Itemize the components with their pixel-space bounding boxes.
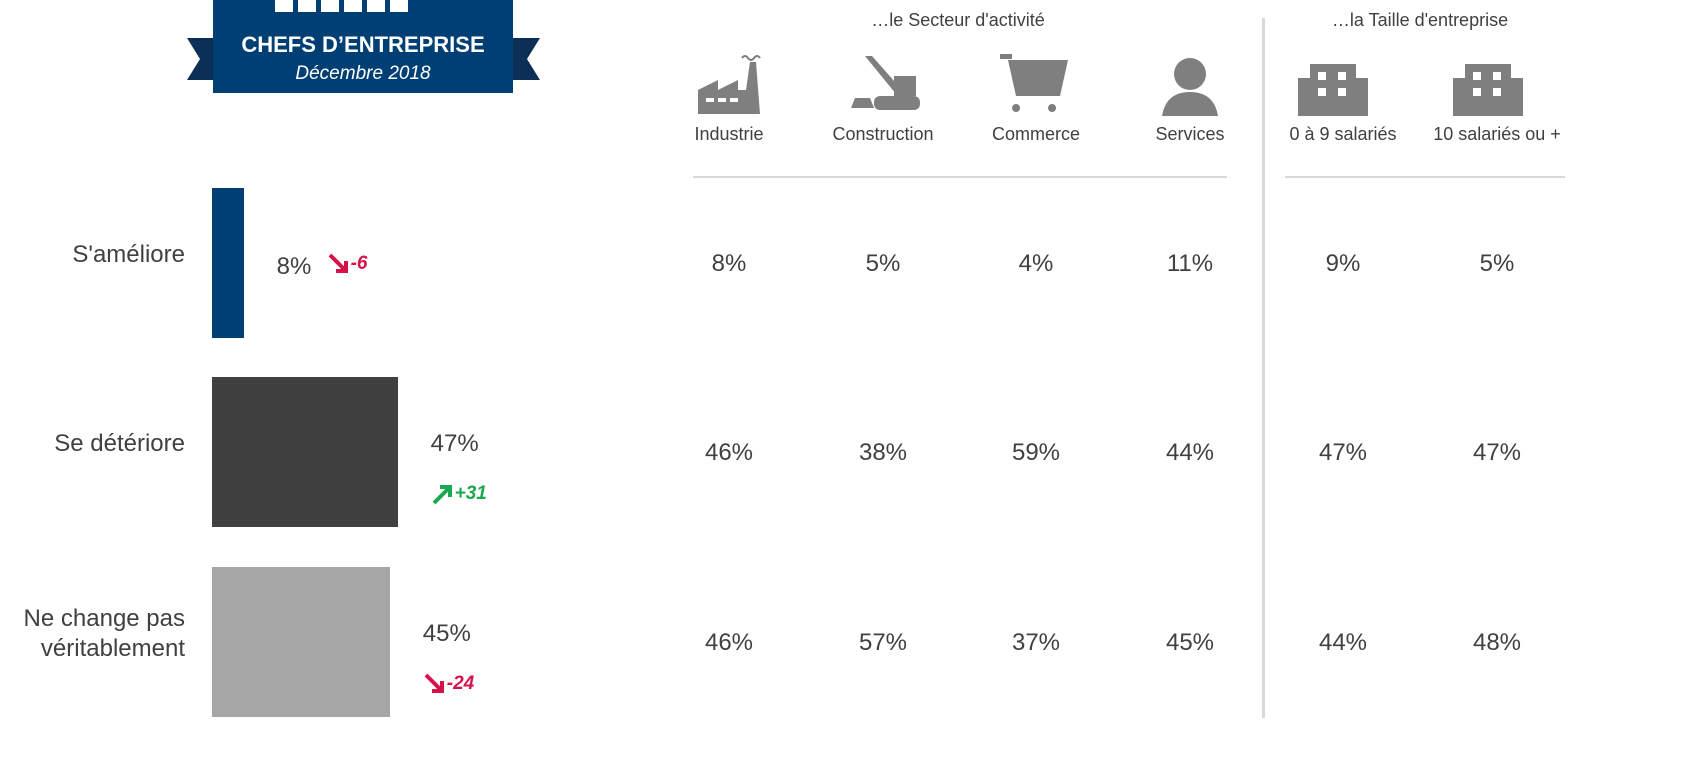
change-label: -6 xyxy=(350,253,368,275)
column-header: Commerce xyxy=(991,124,1080,144)
change-arrow xyxy=(424,673,444,693)
table-cell: 48% xyxy=(1472,629,1522,656)
table-cell: 47% xyxy=(1472,439,1522,466)
icons xyxy=(698,54,1523,116)
change: -24 xyxy=(423,672,474,696)
table-cell: 46% xyxy=(704,439,754,466)
table-cell: 45% xyxy=(1165,629,1215,656)
group-title: …le Secteur d'activité xyxy=(871,10,1045,30)
category-label: Se détériore xyxy=(54,430,185,457)
table-cell: 46% xyxy=(704,629,754,656)
badge-graphic xyxy=(187,0,540,93)
column-header: Services xyxy=(1155,124,1225,144)
change: -6 xyxy=(327,252,368,276)
bar xyxy=(212,188,244,338)
badge-subtitle: Décembre 2018 xyxy=(295,63,431,84)
header-rule xyxy=(1285,176,1565,178)
header-rule xyxy=(693,176,1227,178)
change-arrow xyxy=(432,485,452,505)
table-cell: 11% xyxy=(1166,250,1214,277)
change-label: -24 xyxy=(446,673,475,695)
table-cell: 5% xyxy=(865,250,901,277)
value-label: 45% xyxy=(422,620,471,647)
table-cell: 47% xyxy=(1318,439,1368,466)
group-separator xyxy=(1262,18,1265,718)
bar xyxy=(212,567,390,717)
table-cell: 4% xyxy=(1018,250,1054,277)
badge-title: CHEFS D’ENTREPRISE xyxy=(241,32,485,57)
group-title: …la Taille d'entreprise xyxy=(1331,10,1509,30)
change-label: +31 xyxy=(454,483,487,505)
table-cell: 5% xyxy=(1479,250,1515,277)
change-arrow xyxy=(328,253,348,273)
table-cell: 9% xyxy=(1325,250,1361,277)
value-label: 8% xyxy=(276,253,312,280)
table-cell: 37% xyxy=(1011,629,1061,656)
table-cell: 8% xyxy=(711,250,747,277)
column-header: Industrie xyxy=(694,124,764,144)
change: +31 xyxy=(431,482,487,506)
category-label: Ne change pas véritablement xyxy=(23,605,185,662)
column-header: 0 à 9 salariés xyxy=(1289,124,1397,144)
value-label: 47% xyxy=(430,430,479,457)
table-cell: 57% xyxy=(858,629,908,656)
table-cell: 44% xyxy=(1165,439,1215,466)
bar xyxy=(212,377,398,527)
table-cell: 44% xyxy=(1318,629,1368,656)
column-header: Construction xyxy=(832,124,934,144)
column-header: 10 salariés ou + xyxy=(1433,124,1561,144)
category-label: S'améliore xyxy=(72,241,185,268)
table-cell: 38% xyxy=(858,439,908,466)
table-cell: 59% xyxy=(1011,439,1061,466)
